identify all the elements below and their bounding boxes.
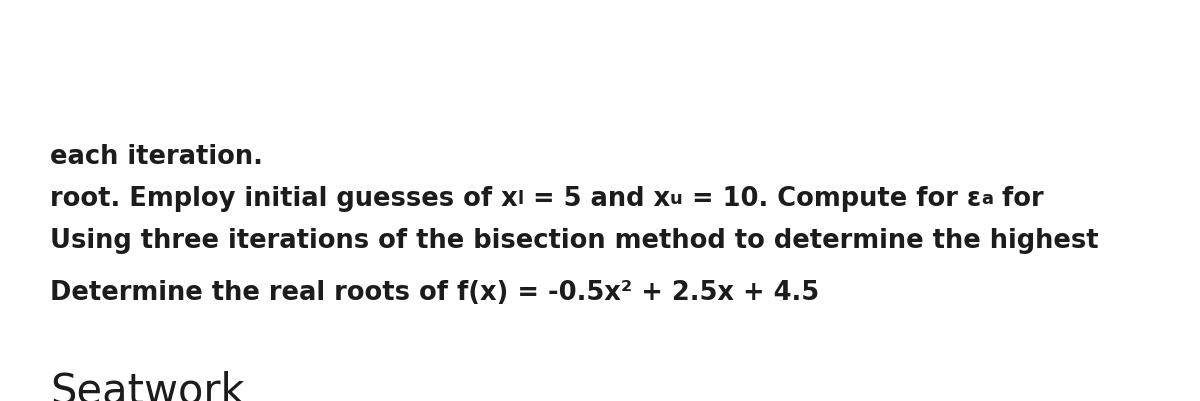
- Text: u: u: [670, 190, 683, 208]
- Text: a: a: [982, 190, 994, 208]
- Text: = 5 and x: = 5 and x: [524, 186, 670, 212]
- Text: Determine the real roots of f(x) = -0.5x² + 2.5x + 4.5: Determine the real roots of f(x) = -0.5x…: [50, 280, 820, 306]
- Text: = 10. Compute for ε: = 10. Compute for ε: [683, 186, 982, 212]
- Text: Using three iterations of the bisection method to determine the highest: Using three iterations of the bisection …: [50, 228, 1099, 254]
- Text: root. Employ initial guesses of x: root. Employ initial guesses of x: [50, 186, 517, 212]
- Text: for: for: [994, 186, 1044, 212]
- Text: l: l: [517, 190, 524, 208]
- Text: Seatwork: Seatwork: [50, 370, 245, 401]
- Text: each iteration.: each iteration.: [50, 144, 263, 170]
